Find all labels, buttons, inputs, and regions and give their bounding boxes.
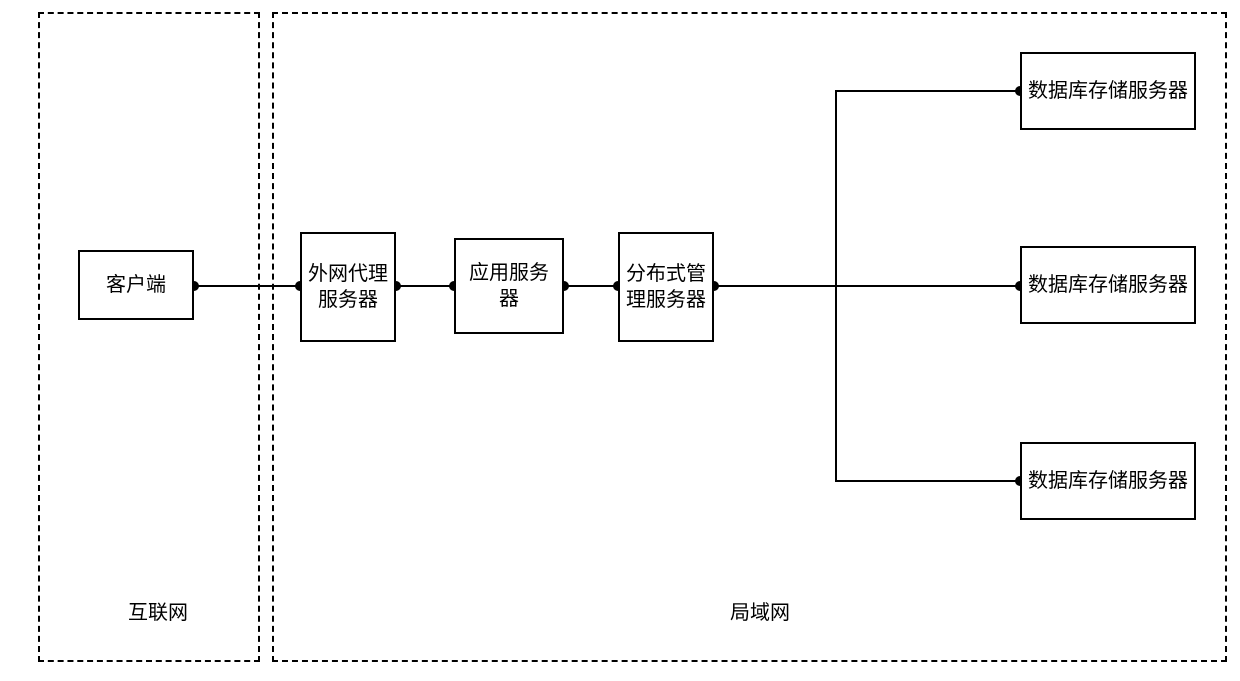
node-label: 应用服务器	[460, 260, 558, 312]
diagram-canvas: 互联网局域网客户端外网代理服务器应用服务器分布式管理服务器数据库存储服务器数据库…	[0, 0, 1240, 681]
node-label: 客户端	[106, 272, 166, 298]
node-client: 客户端	[78, 250, 194, 320]
node-label: 数据库存储服务器	[1028, 468, 1188, 494]
node-proxy: 外网代理服务器	[300, 232, 396, 342]
node-label: 外网代理服务器	[306, 261, 390, 313]
node-db3: 数据库存储服务器	[1020, 442, 1196, 520]
node-label: 数据库存储服务器	[1028, 78, 1188, 104]
region-internet	[38, 12, 260, 662]
node-db1: 数据库存储服务器	[1020, 52, 1196, 130]
node-db2: 数据库存储服务器	[1020, 246, 1196, 324]
node-app: 应用服务器	[454, 238, 564, 334]
region-label-lan: 局域网	[730, 596, 790, 625]
node-label: 分布式管理服务器	[624, 261, 708, 313]
node-label: 数据库存储服务器	[1028, 272, 1188, 298]
region-label-internet: 互联网	[128, 596, 188, 625]
node-dist: 分布式管理服务器	[618, 232, 714, 342]
